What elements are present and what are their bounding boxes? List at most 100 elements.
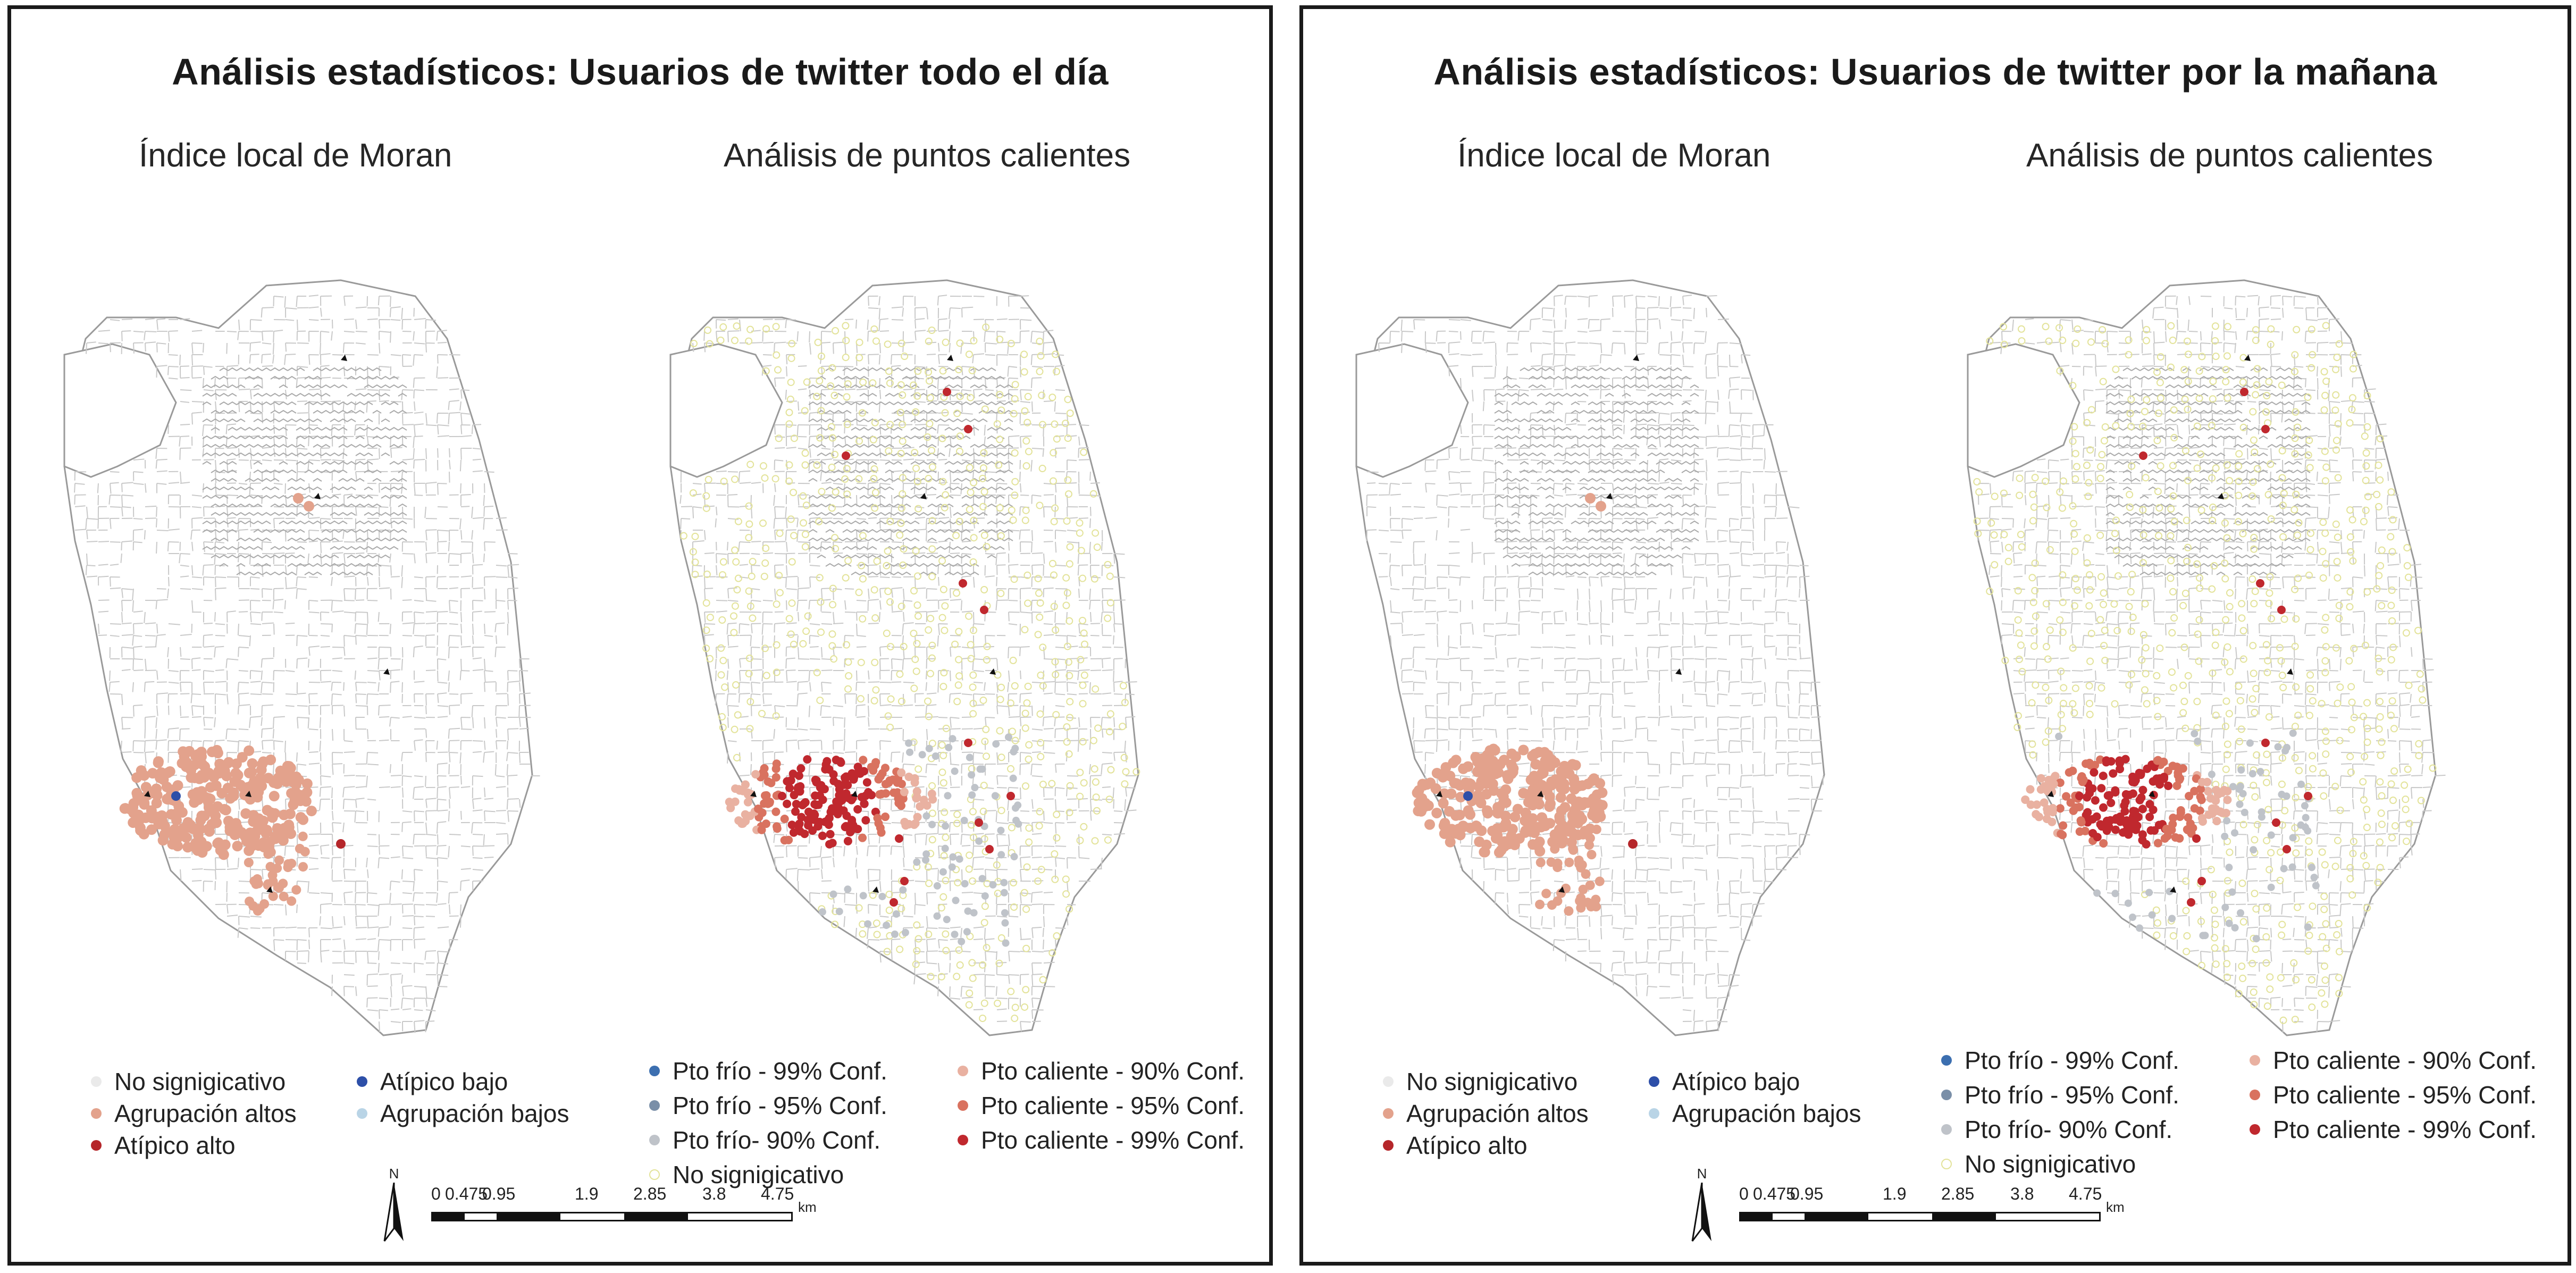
hotspot-hot-95-point	[763, 799, 773, 808]
hotspot-ns-point	[1986, 337, 1994, 345]
hotspot-ns-point	[2235, 682, 2243, 690]
hotspot-ns-point	[2332, 365, 2340, 373]
hotspot-ns-point	[2263, 392, 2271, 400]
hotspot-ns-point	[1077, 547, 1085, 555]
hotspot-ns-point	[1062, 574, 1070, 582]
hotspot-ns-point	[731, 475, 739, 483]
hotspot-ns-point	[996, 391, 1004, 399]
hotspot-ns-point	[967, 821, 975, 829]
hotspot-hot-99-point	[2107, 798, 2116, 807]
hotspot-ns-point	[1077, 656, 1085, 664]
hotspot-ns-point	[730, 612, 738, 620]
hotspot-hot-95-point	[760, 764, 769, 773]
hotspot-ns-point	[2085, 602, 2093, 610]
hotspot-hot-99-point	[2135, 795, 2144, 805]
hotspot-cold-90-point	[981, 892, 989, 900]
hotspot-ns-point	[1064, 434, 1072, 442]
hotspot-ns-point	[900, 642, 908, 650]
hotspot-ns-point	[967, 655, 975, 663]
hotspot-hot-95-point	[780, 814, 789, 823]
moran-high-cluster-point	[1455, 792, 1466, 803]
hotspot-ns-point	[2304, 451, 2312, 459]
hotspot-ns-point	[2280, 489, 2288, 497]
hotspot-ns-point	[2249, 478, 2257, 486]
marker-icon	[851, 791, 858, 797]
hotspot-hot-99-point	[2106, 816, 2115, 825]
hotspot-hot-99-point	[842, 772, 851, 781]
hotspot-ns-point	[1079, 574, 1087, 582]
hotspot-ns-point	[1065, 560, 1073, 568]
hotspot-ns-point	[745, 587, 753, 595]
hotspot-ns-point	[1021, 724, 1029, 732]
hotspot-ns-point	[2238, 600, 2246, 608]
moran-high-cluster-point	[1490, 833, 1501, 844]
hotspot-cold-90-point	[1000, 878, 1008, 886]
hotspot-ns-point	[2170, 614, 2178, 622]
marker-icon	[2218, 493, 2224, 499]
hotspot-hot-99-point	[2261, 739, 2270, 747]
hotspot-hot-99-point	[792, 800, 801, 809]
hotspot-ns-point	[2278, 447, 2286, 455]
hotspot-cold-90-point	[1014, 820, 1022, 828]
hotspot-hot-99-point	[2121, 798, 2130, 807]
hotspot-ns-point	[942, 876, 950, 884]
hotspot-ns-point	[993, 861, 1001, 869]
hotspot-ns-point	[759, 519, 767, 527]
hotspot-ns-point	[979, 696, 987, 704]
hotspot-hot-95-point	[2162, 824, 2171, 833]
hotspot-ns-point	[2279, 1016, 2287, 1024]
hotspot-ns-point	[2320, 892, 2328, 900]
hotspot-hot-90-point	[2032, 800, 2041, 809]
hotspot-hot-95-point	[2055, 804, 2065, 813]
hotspot-hot-99-point	[840, 780, 849, 789]
hotspot-ns-point	[1022, 462, 1030, 470]
hotspot-ns-point	[2059, 700, 2067, 708]
hotspot-ns-point	[1106, 710, 1114, 718]
hotspot-cold-90-point	[949, 735, 956, 743]
hotspot-ns-point	[968, 959, 976, 967]
hotspot-ns-point	[2336, 683, 2344, 691]
dense-streets	[202, 367, 407, 575]
hotspot-ns-point	[942, 724, 950, 732]
hotspot-ns-point	[2180, 643, 2188, 651]
hotspot-ns-point	[2321, 727, 2329, 735]
moran-high-cluster-point	[1458, 763, 1469, 774]
marker-icon	[1675, 668, 1682, 675]
hotspot-hot-99-point	[787, 820, 796, 830]
hotspot-ns-point	[2153, 919, 2161, 927]
hotspot-hot-95-point	[2055, 778, 2065, 787]
marker-icon	[144, 791, 150, 797]
hotspot-cold-90-point	[2304, 827, 2312, 835]
hotspot-ns-point	[855, 437, 863, 445]
hotspot-cold-90-point	[2310, 874, 2318, 882]
hotspot-hot-99-point	[964, 425, 972, 433]
hotspot-ns-point	[2319, 769, 2327, 777]
hotspot-ns-point	[2167, 505, 2175, 513]
hotspot-ns-point	[2126, 409, 2134, 417]
hotspot-ns-point	[1051, 875, 1059, 883]
hotspot-ns-point	[928, 447, 936, 455]
moran-high-cluster-point	[124, 803, 136, 815]
hotspot-ns-point	[2250, 436, 2258, 444]
hotspot-ns-point	[1023, 418, 1031, 426]
hotspot-hot-95-point	[2066, 798, 2075, 807]
hotspot-ns-point	[1063, 738, 1071, 746]
hotspot-ns-point	[2155, 409, 2163, 417]
hotspot-ns-point	[817, 407, 825, 415]
hotspot-ns-point	[885, 447, 893, 455]
legend-label: Pto caliente - 90% Conf.	[981, 1057, 1245, 1085]
hotspot-hot-90-point	[2026, 800, 2035, 809]
hotspot-hot-90-point	[2223, 786, 2232, 795]
hotspot-cold-90-point	[918, 751, 926, 759]
hotspot-ns-point	[969, 626, 977, 634]
hotspot-hot-95-point	[2171, 833, 2180, 842]
hotspot-ns-point	[884, 340, 892, 348]
scale-units: km	[798, 1199, 817, 1215]
hotspot-ns-point	[1038, 421, 1046, 429]
hotspot-ns-point	[2222, 697, 2230, 705]
moran-high-cluster-point	[1591, 824, 1601, 834]
hotspot-ns-point	[1063, 642, 1071, 650]
hotspot-ns-point	[2253, 381, 2261, 389]
hotspot-ns-point	[2196, 450, 2204, 458]
scale-tick: 2.85	[633, 1184, 667, 1203]
